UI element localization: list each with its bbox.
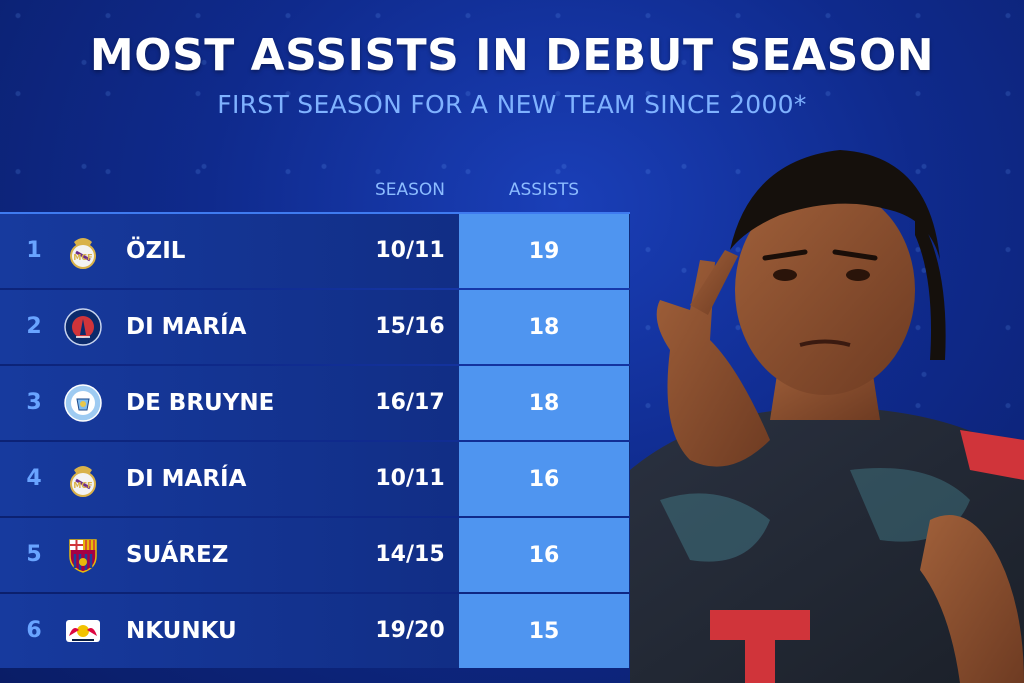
assists-value: 18 [459, 366, 629, 440]
assists-value: 15 [459, 594, 629, 668]
rank-number: 3 [26, 390, 42, 415]
player-name: DI MARÍA [126, 314, 247, 340]
season-value: 19/20 [375, 618, 445, 643]
table-row: 4 MCF DI MARÍA 10/11 16 [0, 442, 630, 516]
season-value: 15/16 [375, 314, 445, 339]
table-row: 2 DI MARÍA 15/16 18 [0, 290, 630, 364]
table-row: 1 MCF ÖZIL 10/11 19 [0, 212, 630, 288]
real-madrid-crest-icon: MCF [70, 238, 96, 269]
player-name: DE BRUYNE [126, 390, 275, 416]
season-column-header: SEASON [374, 180, 446, 200]
rank-number: 5 [26, 542, 42, 567]
player-photo [630, 150, 1024, 683]
page-subtitle: FIRST SEASON FOR A NEW TEAM SINCE 2000* [217, 90, 807, 119]
rank-number: 6 [26, 618, 42, 643]
psg-crest-icon [64, 308, 102, 346]
rank-number: 2 [26, 314, 42, 339]
assists-column-header: ASSISTS [508, 180, 580, 200]
table-row: 5 SUÁREZ 14/15 16 [0, 518, 630, 592]
season-value: 10/11 [375, 466, 445, 491]
player-name: ÖZIL [126, 238, 186, 264]
player-name: NKUNKU [126, 618, 237, 644]
real-madrid-crest-icon: MCF [70, 466, 96, 497]
player-name: DI MARÍA [126, 466, 247, 492]
man-city-crest-icon [64, 384, 102, 422]
rb-leipzig-crest-icon [66, 620, 100, 642]
season-value: 14/15 [375, 542, 445, 567]
season-value: 10/11 [375, 238, 445, 263]
assists-value: 16 [459, 442, 629, 516]
assists-value: 19 [459, 214, 629, 288]
svg-text:MCF: MCF [73, 481, 92, 490]
assists-value: 16 [459, 518, 629, 592]
player-name: SUÁREZ [126, 542, 229, 568]
page-title: MOST ASSISTS IN DEBUT SEASON [89, 30, 935, 81]
table-row: 3 DE BRUYNE 16/17 18 [0, 366, 630, 440]
barcelona-crest-icon [69, 539, 97, 573]
rank-number: 1 [26, 238, 42, 263]
table-row: 6 NKUNKU 19/20 15 [0, 594, 630, 668]
assists-value: 18 [459, 290, 629, 364]
assists-table: 1 MCF ÖZIL 10/11 19 2 DI MARÍA 15/16 18 … [0, 212, 630, 670]
svg-text:MCF: MCF [73, 253, 92, 262]
season-value: 16/17 [375, 390, 445, 415]
rank-number: 4 [26, 466, 42, 491]
